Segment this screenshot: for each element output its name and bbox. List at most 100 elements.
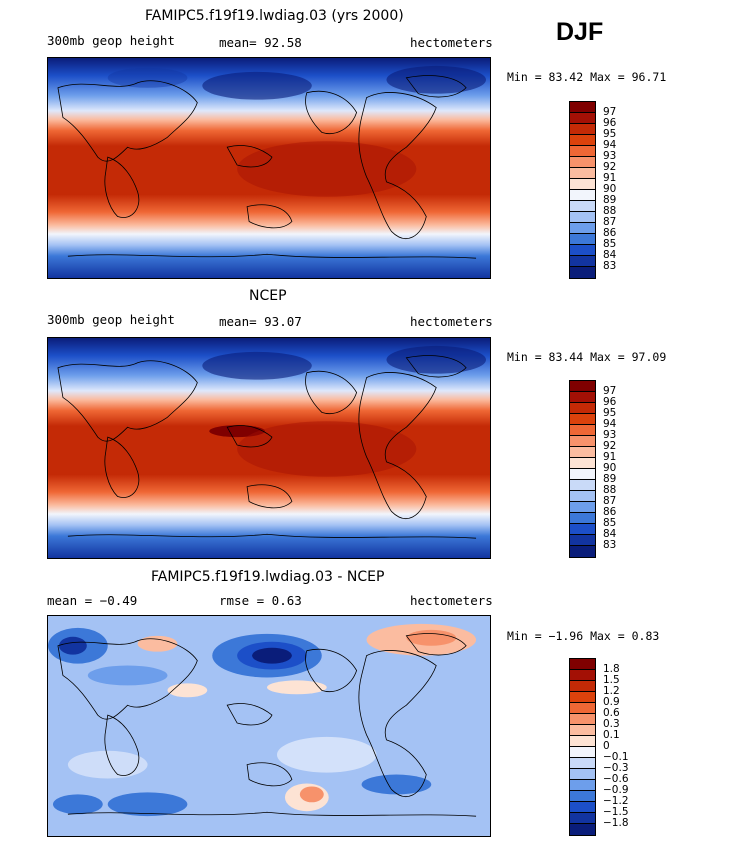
panel-3-legend-swatch xyxy=(570,791,595,802)
panel-3-map xyxy=(47,615,491,837)
panel-3-legend-swatch xyxy=(570,758,595,769)
panel-2-legend-label: 83 xyxy=(603,539,617,551)
panel-3-legend-label: 1.8 xyxy=(603,663,620,675)
panel-3-units-label: hectometers xyxy=(410,593,493,608)
panel-1-legend-label: 97 xyxy=(603,106,617,118)
panel-1-legend-swatch xyxy=(570,135,595,146)
panel-2-legend-label: 85 xyxy=(603,517,617,529)
panel-3-title: FAMIPC5.f19f19.lwdiag.03 - NCEP xyxy=(151,569,385,585)
panel-3-legend-label: 0.1 xyxy=(603,729,620,741)
panel-3-legend-swatch xyxy=(570,692,595,703)
panel-3-legend-label: −0.3 xyxy=(603,762,629,774)
panel-1-legend-swatch xyxy=(570,124,595,135)
panel-3-legend-swatch xyxy=(570,780,595,791)
panel-1-legend-label: 95 xyxy=(603,128,617,140)
panel-1-legend-swatch xyxy=(570,113,595,124)
panel-2-legend-label: 86 xyxy=(603,506,617,518)
panel-1-legend-label: 85 xyxy=(603,238,617,250)
panel-3-legend-swatch xyxy=(570,769,595,780)
panel-3-legend-swatch xyxy=(570,670,595,681)
panel-2-map-svg xyxy=(48,338,490,558)
panel-3-legend-label: 0.3 xyxy=(603,718,620,730)
panel-1-legend-label: 93 xyxy=(603,150,617,162)
panel-1-legend-swatch xyxy=(570,102,595,113)
panel-3-coastlines xyxy=(57,633,477,817)
panel-1-legend-swatch xyxy=(570,234,595,245)
panel-1-legend-label: 84 xyxy=(603,249,617,261)
panel-3-legend-swatch xyxy=(570,725,595,736)
panel-2-legend-swatch xyxy=(570,414,595,425)
panel-2-legend-swatch xyxy=(570,436,595,447)
panel-2-legend-swatch xyxy=(570,502,595,513)
panel-1-map-svg xyxy=(48,58,490,278)
season-label: DJF xyxy=(556,18,604,46)
panel-1-legend-label: 83 xyxy=(603,260,617,272)
panel-3-legend-swatch xyxy=(570,802,595,813)
panel-2-legend-bar xyxy=(569,380,596,558)
panel-2-coastlines xyxy=(57,355,477,539)
panel-3-legend-swatch xyxy=(570,659,595,670)
panel-1-legend-swatch xyxy=(570,190,595,201)
panel-2-legend-swatch xyxy=(570,535,595,546)
panel-2-legend-swatch xyxy=(570,480,595,491)
panel-1-legend-swatch xyxy=(570,223,595,234)
panel-1-legend-label: 89 xyxy=(603,194,617,206)
panel-1-legend-swatch xyxy=(570,256,595,267)
panel-1-legend-swatch xyxy=(570,245,595,256)
panel-2-legend-swatch xyxy=(570,447,595,458)
panel-3-legend-label: −0.6 xyxy=(603,773,629,785)
panel-2-legend-swatch xyxy=(570,469,595,480)
panel-3-minmax: Min = −1.96 Max = 0.83 xyxy=(507,629,660,643)
panel-1-variable-label: 300mb geop height xyxy=(47,33,175,48)
panel-2-title: NCEP xyxy=(249,288,287,304)
panel-2-legend-swatch xyxy=(570,425,595,436)
panel-1-coastlines xyxy=(57,75,477,259)
panel-1-legend-label: 94 xyxy=(603,139,617,151)
panel-3-legend-label: 1.2 xyxy=(603,685,620,697)
panel-1-legend-label: 96 xyxy=(603,117,617,129)
panel-1-legend-label: 91 xyxy=(603,172,617,184)
panel-2-legend-label: 94 xyxy=(603,418,617,430)
panel-3-legend-label: 0.6 xyxy=(603,707,620,719)
panel-3-legend-swatch xyxy=(570,714,595,725)
panel-3-legend-label: −1.2 xyxy=(603,795,629,807)
panel-2-legend-label: 97 xyxy=(603,385,617,397)
panel-3-legend-swatch xyxy=(570,681,595,692)
panel-3-legend-label: 1.5 xyxy=(603,674,620,686)
panel-3-legend-label: −1.8 xyxy=(603,817,629,829)
panel-2-units-label: hectometers xyxy=(410,314,493,329)
panel-1-map xyxy=(47,57,491,279)
panel-3-legend-label: 0.9 xyxy=(603,696,620,708)
panel-2-legend-label: 96 xyxy=(603,396,617,408)
panel-1-minmax: Min = 83.42 Max = 96.71 xyxy=(507,70,667,84)
panel-3-legend-label: −1.5 xyxy=(603,806,629,818)
panel-2-map xyxy=(47,337,491,559)
panel-3-legend-swatch xyxy=(570,703,595,714)
panel-2-legend-swatch xyxy=(570,491,595,502)
panel-2-legend-label: 87 xyxy=(603,495,617,507)
panel-1-legend-label: 92 xyxy=(603,161,617,173)
panel-2-legend-label: 92 xyxy=(603,440,617,452)
panel-1-mean-label: mean= 92.58 xyxy=(219,35,302,50)
panel-2-legend-label: 89 xyxy=(603,473,617,485)
panel-1-title: FAMIPC5.f19f19.lwdiag.03 (yrs 2000) xyxy=(145,8,404,24)
panel-2-legend-swatch xyxy=(570,403,595,414)
panel-1-legend-label: 90 xyxy=(603,183,617,195)
panel-1-legend-swatch xyxy=(570,157,595,168)
panel-1-legend-swatch xyxy=(570,168,595,179)
panel-1-legend-bar xyxy=(569,101,596,279)
panel-1-legend-label: 88 xyxy=(603,205,617,217)
panel-2-legend-swatch xyxy=(570,546,595,557)
panel-2-legend-label: 95 xyxy=(603,407,617,419)
panel-3-legend-bar xyxy=(569,658,596,836)
panel-3-legend-swatch xyxy=(570,824,595,835)
panel-2-legend-swatch xyxy=(570,458,595,469)
panel-3-legend-label: −0.9 xyxy=(603,784,629,796)
panel-1-legend-swatch xyxy=(570,146,595,157)
panel-1-legend-label: 87 xyxy=(603,216,617,228)
panel-3-legend-swatch xyxy=(570,813,595,824)
panel-3-rmse-label: rmse = 0.63 xyxy=(219,593,302,608)
panel-2-legend-swatch xyxy=(570,513,595,524)
panel-2-legend-swatch xyxy=(570,381,595,392)
panel-1-legend-swatch xyxy=(570,267,595,278)
